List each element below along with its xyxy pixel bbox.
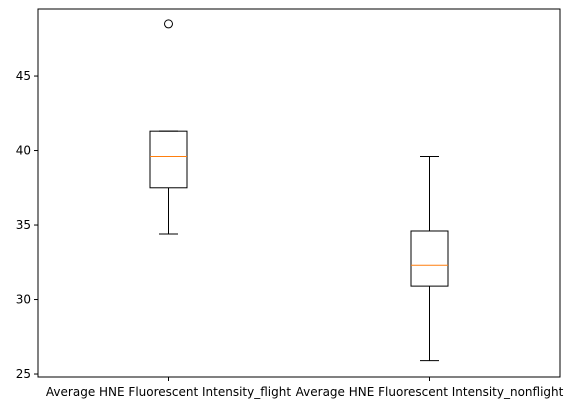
y-tick-label: 25 xyxy=(16,367,31,381)
axes-frame xyxy=(37,8,561,378)
y-tick-label: 30 xyxy=(16,293,31,307)
x-axis: Average HNE Fluorescent Intensity_flight… xyxy=(46,377,564,399)
box-series-1 xyxy=(149,19,188,235)
y-axis: 25 30 35 40 45 xyxy=(16,69,38,381)
outlier-point xyxy=(164,19,173,29)
y-tick-label: 45 xyxy=(16,69,31,83)
x-tick-label: Average HNE Fluorescent Intensity_nonfli… xyxy=(296,385,564,399)
iqr-box xyxy=(410,230,449,287)
x-tick-label: Average HNE Fluorescent Intensity_flight xyxy=(46,385,291,399)
plot-area xyxy=(149,19,449,362)
y-tick-label: 35 xyxy=(16,218,31,232)
iqr-box xyxy=(149,130,188,189)
y-tick-label: 40 xyxy=(16,144,31,158)
box-series-2 xyxy=(410,155,449,362)
